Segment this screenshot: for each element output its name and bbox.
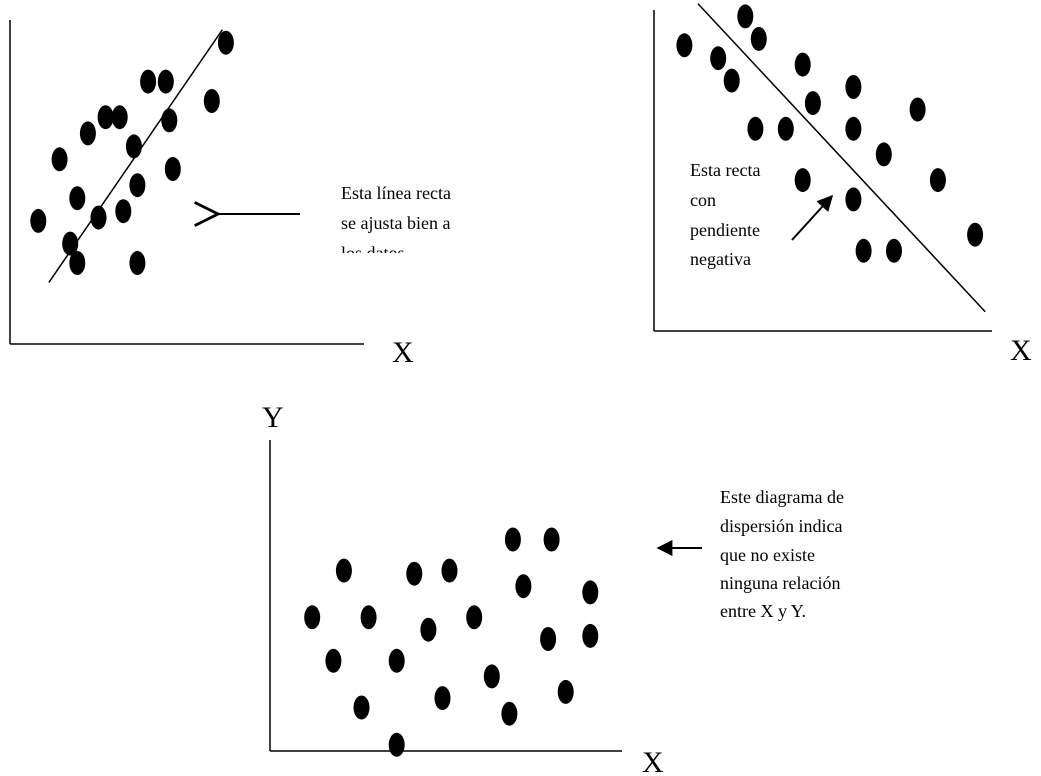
chart-negative-annotation-background [684,154,788,270]
chart-positive-point [157,69,174,94]
chart-no-relationship-point [335,558,352,583]
chart-negative-annotation-arrow [791,194,834,241]
chart-positive-point [97,105,114,130]
chart-positive-points [30,30,234,275]
chart-negative-point [886,238,902,263]
chart-no-relationship-point [360,605,377,630]
chart-positive-point [140,69,157,94]
chart-positive-point [69,186,86,211]
chart-no-relationship-point [543,527,560,552]
chart-no-relationship-x-label: X [642,746,664,776]
chart-positive-point [164,157,181,181]
chart-no-relationship-y-label: Y [262,401,284,434]
chart-negative-annotation: Esta recta con pendiente negativa [690,160,765,269]
chart-positive-annotation-clip [336,253,506,279]
chart-no-relationship-point [406,561,423,586]
chart-positive-point [90,205,107,230]
chart-negative-point [929,168,946,193]
chart-no-relationship-point [441,558,458,583]
chart-positive-annotation-line: se ajusta bien a [341,213,450,233]
chart-no-relationship-point [353,695,370,720]
chart-positive-point [129,173,146,198]
chart-no-relationship-point [420,617,437,642]
chart-positive-point [62,231,79,256]
chart-no-relationship-point [325,648,342,673]
chart-negative-point [845,187,862,212]
chart-positive-point [217,30,234,55]
chart-negative-point [845,75,862,99]
chart-negative-point [875,142,892,167]
chart-positive-point [79,121,96,146]
chart-positive-point [129,251,146,275]
chart-no-relationship-point [388,648,405,673]
chart-positive-point [115,199,132,224]
chart-negative-point [794,52,811,77]
chart-negative-point [710,46,727,71]
chart-positive-point [111,105,128,130]
chart-negative-point [676,33,693,58]
chart-positive-point [203,89,220,113]
chart-positive-point [161,108,178,133]
chart-no-relationship-point [557,679,574,704]
chart-positive-point [69,251,86,275]
chart-negative-point [909,97,926,122]
chart-negative-point [723,68,740,93]
chart-positive-annotation-line: Esta línea recta [341,183,451,203]
chart-positive-x-label: X [392,336,414,369]
chart-negative-point [845,116,862,141]
chart-positive-point [30,208,47,233]
chart-no-relationship-point [582,623,599,648]
chart-positive-point [125,134,142,159]
chart-no-relationship-point [515,574,532,599]
chart-no-relationship-points [304,527,599,757]
chart-no-relationship-point [582,580,599,605]
chart-no-relationship-annotation: Este diagrama de dispersión indica que n… [720,487,848,621]
chart-negative-annotation-line: Esta recta [690,160,760,180]
chart-no-relationship-annotation-line: ninguna relación [720,573,840,593]
chart-negative: X Esta recta con pendiente negativa [653,3,1032,367]
chart-negative-point [794,168,811,193]
chart-negative-annotation-line: con [690,190,716,210]
chart-no-relationship-point [304,605,321,630]
chart-positive: X Esta línea recta se ajusta bien a los … [9,20,506,369]
chart-no-relationship-annotation-line: que no existe [720,545,815,565]
chart-negative-points [676,4,984,263]
chart-negative-annotation-line: negativa [690,249,751,269]
chart-negative-point [804,91,821,116]
chart-no-relationship-point [540,627,557,651]
chart-no-relationship-annotation-line: entre X y Y. [720,601,806,621]
chart-negative-x-label: X [1010,334,1032,367]
chart-no-relationship-annotation-line: Este diagrama de [720,487,844,507]
chart-no-relationship-point [466,605,483,630]
chart-positive-point [51,147,68,172]
chart-no-relationship: Y X Este diagrama de dispersión indica q… [262,401,848,776]
chart-positive-annotation: Esta línea recta se ajusta bien a los da… [341,183,455,263]
chart-negative-point [737,4,754,29]
chart-no-relationship-point [501,701,518,726]
chart-no-relationship-point [504,527,521,552]
chart-negative-point [750,26,767,51]
chart-negative-point [777,116,794,141]
chart-no-relationship-point [483,664,500,689]
chart-negative-point [967,222,984,247]
chart-negative-trend-line [697,3,986,313]
chart-negative-annotation-line: pendiente [690,220,760,240]
chart-no-relationship-point [388,732,405,757]
chart-no-relationship-point [434,686,451,711]
chart-no-relationship-annotation-line: dispersión indica [720,516,842,536]
chart-negative-point [855,238,872,263]
chart-negative-point [747,116,764,141]
